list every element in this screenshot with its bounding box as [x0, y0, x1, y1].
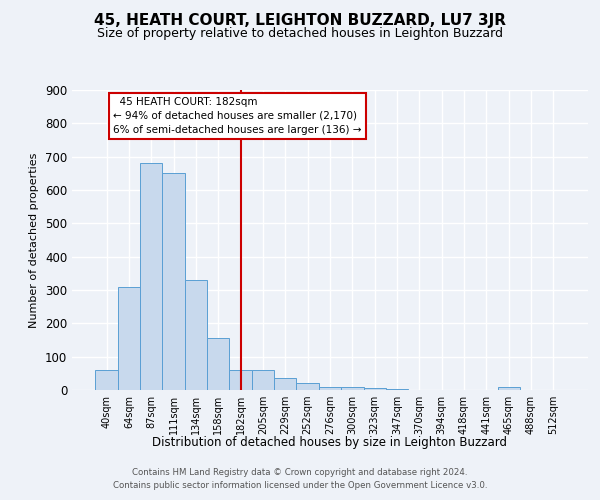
Bar [207, 338, 229, 390]
Bar [296, 384, 319, 390]
Text: Distribution of detached houses by size in Leighton Buzzard: Distribution of detached houses by size … [152, 436, 508, 449]
Bar [118, 286, 140, 390]
Y-axis label: Number of detached properties: Number of detached properties [29, 152, 40, 328]
Text: Contains public sector information licensed under the Open Government Licence v3: Contains public sector information licen… [113, 482, 487, 490]
Bar [274, 378, 296, 390]
Bar [229, 370, 252, 390]
Text: 45 HEATH COURT: 182sqm
← 94% of detached houses are smaller (2,170)
6% of semi-d: 45 HEATH COURT: 182sqm ← 94% of detached… [113, 96, 362, 134]
Text: Contains HM Land Registry data © Crown copyright and database right 2024.: Contains HM Land Registry data © Crown c… [132, 468, 468, 477]
Bar [185, 280, 207, 390]
Text: 45, HEATH COURT, LEIGHTON BUZZARD, LU7 3JR: 45, HEATH COURT, LEIGHTON BUZZARD, LU7 3… [94, 12, 506, 28]
Bar [319, 386, 341, 390]
Bar [364, 388, 386, 390]
Text: Size of property relative to detached houses in Leighton Buzzard: Size of property relative to detached ho… [97, 28, 503, 40]
Bar [341, 388, 364, 390]
Bar [95, 370, 118, 390]
Bar [497, 388, 520, 390]
Bar [140, 164, 163, 390]
Bar [386, 389, 408, 390]
Bar [163, 174, 185, 390]
Bar [252, 370, 274, 390]
